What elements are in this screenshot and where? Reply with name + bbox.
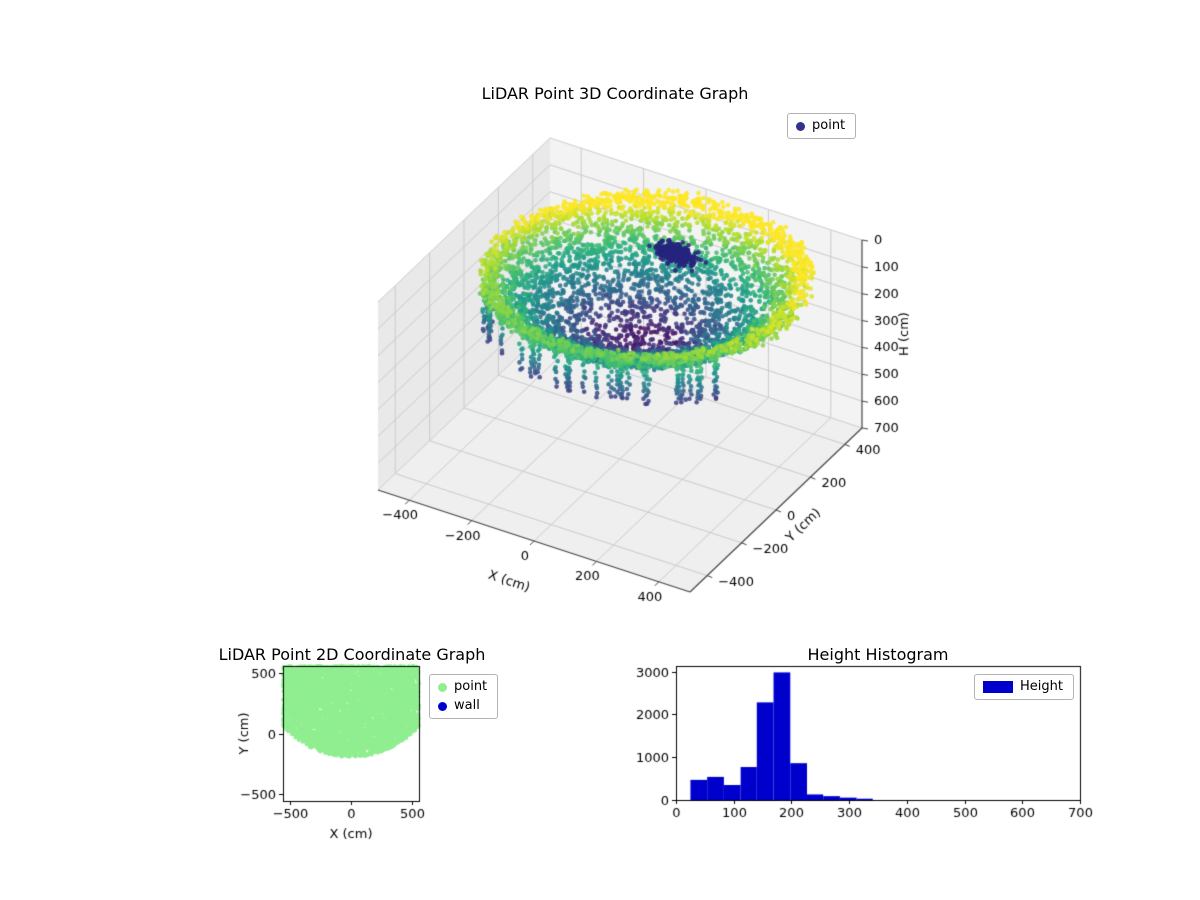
plot3d-legend: point (787, 113, 857, 139)
legend-item-height: Height (983, 679, 1063, 695)
legend-label-wall-2d: wall (454, 698, 480, 713)
height-swatch-icon (983, 681, 1013, 693)
histogram-legend: Height (974, 674, 1074, 700)
legend-label-point-2d: point (454, 679, 488, 694)
point-marker-icon (438, 682, 447, 692)
plot2d-legend: point wall (429, 674, 499, 719)
plot2d-title: LiDAR Point 2D Coordinate Graph (218, 645, 486, 664)
point-marker-icon (796, 121, 805, 131)
legend-item-wall-2d: wall (438, 698, 487, 714)
legend-label-point-3d: point (812, 118, 846, 133)
legend-item-point-3d: point (796, 118, 845, 134)
wall-marker-icon (438, 701, 447, 711)
plot3d-title: LiDAR Point 3D Coordinate Graph (481, 84, 749, 103)
histogram-title: Height Histogram (807, 645, 949, 664)
legend-item-point-2d: point (438, 679, 487, 695)
legend-label-height: Height (1020, 679, 1063, 694)
